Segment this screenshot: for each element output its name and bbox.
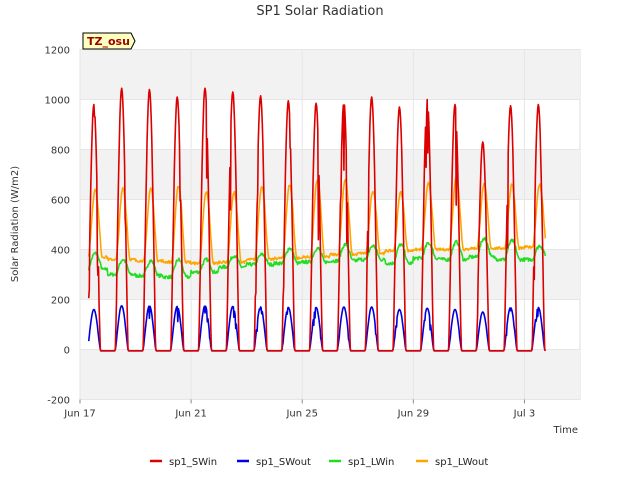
y-tick-label: 600 [51, 196, 70, 207]
y-tick-label: 1200 [45, 46, 70, 57]
legend: sp1_SWin sp1_SWout sp1_LWin sp1_LWout [150, 457, 488, 468]
y-tick-label: 0 [64, 346, 70, 357]
x-tick-label: Jun 21 [174, 409, 207, 420]
series-line-sp1_LWin [87, 236, 547, 280]
legend-label-sp1_LWin: sp1_LWin [348, 457, 394, 468]
x-tick-label: Jun 25 [285, 409, 318, 420]
grid-band [80, 149, 580, 200]
y-tick-label: 800 [51, 146, 70, 157]
site-tag-label: TZ_osu [87, 35, 130, 48]
series-line-sp1_LWout [87, 176, 547, 266]
legend-label-sp1_LWout: sp1_LWout [435, 457, 488, 468]
y-tick-label: 1000 [45, 96, 70, 107]
grid-band [80, 49, 580, 100]
site-tag: TZ_osu [82, 32, 136, 50]
x-axis-ticks: Jun 17 Jun 21 Jun 25 Jun 29 Jul 3 [63, 399, 536, 420]
y-axis-ticks: -200 0 200 400 600 800 1000 1200 [45, 46, 70, 407]
y-tick-label: 200 [51, 296, 70, 307]
chart-title: SP1 Solar Radiation [256, 4, 383, 19]
series-line-sp1_SWin [87, 87, 547, 352]
plot-area-border [79, 49, 581, 400]
grid-band [80, 349, 580, 400]
legend-label-sp1_SWout: sp1_SWout [256, 457, 311, 468]
y-axis-label: Solar Radiation (W/m2) [10, 166, 21, 282]
x-tick-label: Jul 3 [513, 409, 536, 420]
y-tick-label: 400 [51, 246, 70, 257]
x-tick-label: Jun 29 [397, 409, 430, 420]
y-tick-label: -200 [47, 396, 70, 407]
x-tick-label: Jun 17 [63, 409, 96, 420]
legend-label-sp1_SWin: sp1_SWin [169, 457, 217, 468]
site-tag-box [82, 32, 136, 50]
series-layer [87, 87, 547, 352]
grid-bands [80, 49, 580, 400]
x-axis-label: Time [553, 425, 578, 436]
